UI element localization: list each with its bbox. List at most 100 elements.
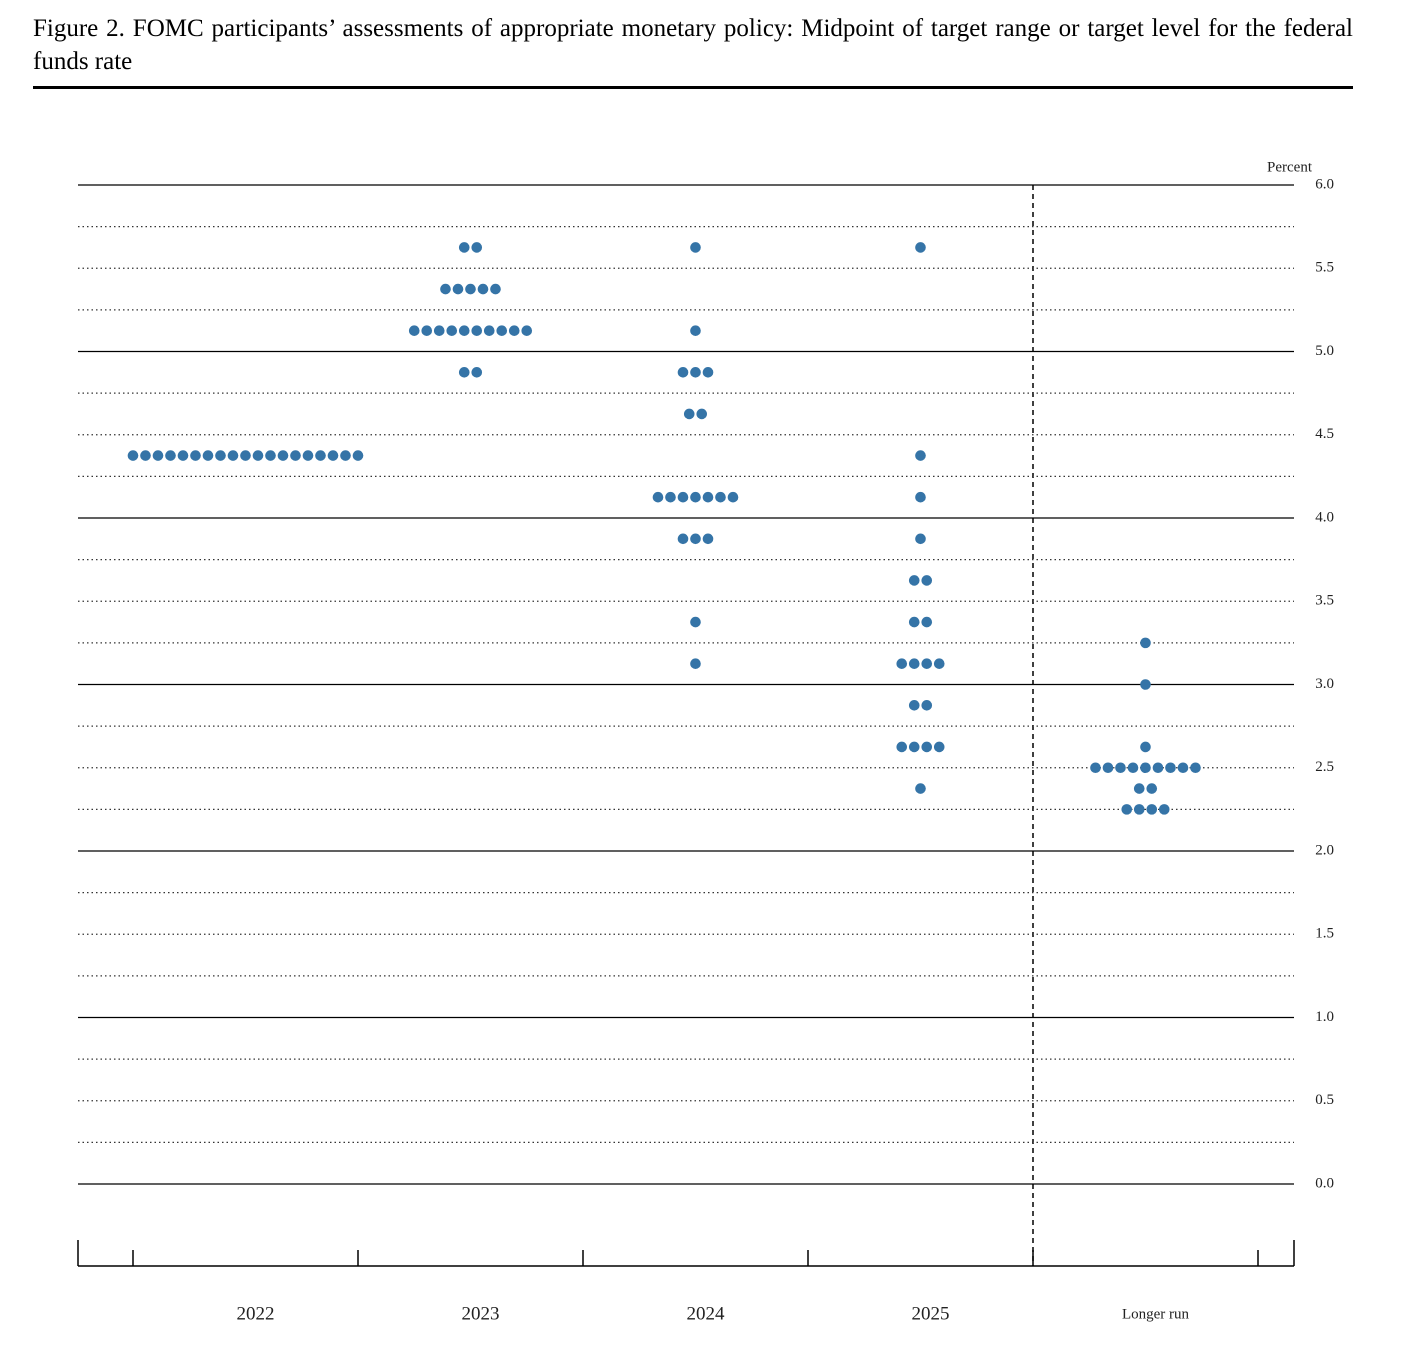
dot (508, 325, 520, 336)
dot (727, 491, 739, 503)
dot (908, 658, 920, 669)
dot (521, 325, 533, 336)
y-tick-label: 4.0 (1315, 509, 1334, 525)
dot (471, 242, 483, 253)
x-tick-label: 2022 (237, 1303, 275, 1324)
dot (933, 741, 945, 753)
dot (227, 450, 239, 461)
dot (277, 450, 289, 461)
dot (458, 242, 470, 253)
dot (483, 325, 495, 336)
dot (408, 325, 420, 336)
dot (702, 367, 714, 378)
dot (490, 283, 501, 295)
dot (702, 491, 714, 503)
dot (690, 242, 701, 253)
dot (202, 450, 214, 461)
dot (1177, 762, 1189, 774)
y-tick-label: 0.0 (1315, 1175, 1334, 1191)
dot (496, 325, 508, 336)
dot (471, 325, 483, 336)
dot (1190, 762, 1201, 774)
dot (921, 700, 933, 711)
dot (665, 491, 676, 503)
dot (290, 450, 301, 461)
dot (458, 367, 470, 378)
dot (1115, 762, 1126, 774)
dot (677, 533, 689, 545)
dot (152, 450, 164, 461)
y-tick-label: 5.0 (1315, 343, 1334, 359)
dot (702, 533, 714, 545)
dot (177, 450, 189, 461)
dot (352, 450, 364, 461)
y-tick-label: 0.5 (1315, 1092, 1334, 1108)
dot (433, 325, 445, 336)
y-tick-label: 2.5 (1315, 759, 1334, 775)
dot (1158, 804, 1170, 815)
dot (452, 283, 464, 295)
dot (908, 575, 920, 586)
dot (165, 450, 176, 461)
dot (677, 367, 689, 378)
dot (690, 616, 701, 628)
dot (896, 741, 908, 753)
dot (690, 533, 701, 545)
dot (252, 450, 264, 461)
x-tick-label: 2025 (912, 1303, 950, 1324)
dot (677, 491, 689, 503)
dot (471, 367, 483, 378)
dot (1140, 762, 1151, 774)
dot (915, 450, 926, 461)
y-axis-label: Percent (1267, 159, 1313, 175)
x-tick-label: Longer run (1122, 1306, 1190, 1322)
y-tick-label: 1.0 (1315, 1009, 1334, 1025)
dot (140, 450, 151, 461)
dot (240, 450, 251, 461)
dot (265, 450, 276, 461)
y-tick-label: 6.0 (1315, 176, 1334, 192)
chart-title: Figure 2. FOMC participants’ assessments… (33, 12, 1353, 89)
dot (446, 325, 458, 336)
dot (340, 450, 351, 461)
dot (915, 533, 926, 545)
dot (315, 450, 326, 461)
dot (908, 741, 920, 753)
dot (1133, 783, 1145, 794)
dot (652, 491, 664, 503)
dot (1140, 741, 1151, 753)
dot (190, 450, 201, 461)
dot (921, 575, 933, 586)
dot (440, 283, 451, 295)
dot (1121, 804, 1133, 815)
dot (302, 450, 314, 461)
dot (915, 783, 926, 794)
dot (458, 325, 470, 336)
dot (1102, 762, 1114, 774)
dot (127, 450, 139, 461)
dot (1140, 679, 1151, 690)
dot (915, 491, 926, 503)
dot (1152, 762, 1164, 774)
dot (1146, 804, 1158, 815)
dot (696, 408, 708, 420)
dot (921, 616, 933, 628)
dot (1127, 762, 1139, 774)
dot (690, 325, 701, 336)
dot (1140, 637, 1151, 649)
y-tick-label: 3.0 (1315, 676, 1334, 692)
dot (1165, 762, 1176, 774)
y-tick-label: 3.5 (1315, 593, 1334, 609)
x-tick-label: 2024 (687, 1303, 726, 1324)
y-tick-label: 4.5 (1315, 426, 1334, 442)
y-tick-label: 1.5 (1315, 926, 1334, 942)
dot (690, 491, 701, 503)
x-axis (77, 1240, 1295, 1267)
dot (915, 242, 926, 253)
y-tick-label: 5.5 (1315, 260, 1334, 276)
dot (908, 616, 920, 628)
dot (327, 450, 339, 461)
dot (715, 491, 726, 503)
dot (921, 741, 933, 753)
